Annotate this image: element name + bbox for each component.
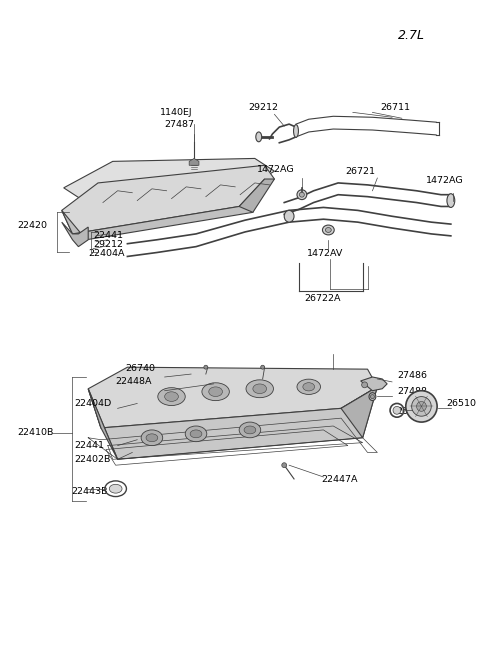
Ellipse shape [371,394,374,398]
Ellipse shape [165,392,179,402]
Text: 1472AG: 1472AG [426,176,464,185]
Polygon shape [88,367,377,428]
Ellipse shape [190,430,202,438]
Text: 27487: 27487 [165,120,195,128]
Polygon shape [239,179,275,212]
Ellipse shape [282,462,287,468]
Text: 27486: 27486 [397,371,427,379]
Ellipse shape [253,384,266,394]
Text: 29212: 29212 [248,103,278,112]
Polygon shape [62,165,275,234]
Ellipse shape [323,225,334,235]
Ellipse shape [447,194,455,208]
Ellipse shape [202,383,229,401]
Ellipse shape [158,388,185,405]
Text: 26721: 26721 [345,166,375,176]
Text: 26711: 26711 [380,103,410,112]
Text: 29212: 29212 [93,240,123,249]
Ellipse shape [417,402,426,411]
Polygon shape [62,179,264,240]
Ellipse shape [406,391,437,422]
Ellipse shape [303,383,314,391]
Text: 22443B: 22443B [72,487,108,496]
Ellipse shape [300,193,304,197]
Ellipse shape [325,227,331,233]
Text: 26740: 26740 [125,364,156,373]
Polygon shape [360,377,387,391]
Text: 22402B: 22402B [74,455,111,464]
Ellipse shape [209,387,223,396]
Ellipse shape [393,406,401,414]
Ellipse shape [412,396,431,416]
Ellipse shape [297,379,321,394]
Text: 22404A: 22404A [88,249,125,258]
Ellipse shape [256,132,262,141]
Text: 22410B: 22410B [18,428,54,438]
Polygon shape [88,387,377,459]
Ellipse shape [204,365,208,369]
Text: 22448A: 22448A [116,377,152,386]
Ellipse shape [239,422,261,438]
Text: 27488: 27488 [397,387,427,396]
Ellipse shape [369,393,376,400]
Text: 26510: 26510 [446,399,476,408]
Ellipse shape [261,365,264,369]
Polygon shape [64,159,275,200]
Ellipse shape [141,430,163,445]
Text: 26722A: 26722A [304,294,340,303]
Ellipse shape [244,426,256,434]
Ellipse shape [361,382,368,388]
Text: 22441: 22441 [74,441,105,450]
Text: 22441: 22441 [93,231,123,240]
Text: 2.7L: 2.7L [398,29,425,43]
Text: 22447A: 22447A [322,476,358,485]
Ellipse shape [109,484,122,493]
Text: 1472AV: 1472AV [307,249,343,258]
Text: 22404D: 22404D [74,399,112,408]
Text: 1140EJ: 1140EJ [160,108,192,117]
Ellipse shape [246,380,274,398]
Polygon shape [62,222,88,247]
Polygon shape [88,389,118,459]
Ellipse shape [284,210,294,222]
Text: 26349: 26349 [396,407,426,416]
Ellipse shape [185,426,207,441]
Polygon shape [341,387,377,438]
Ellipse shape [294,124,299,138]
Ellipse shape [146,434,158,441]
Text: 1472AG: 1472AG [257,164,294,174]
Ellipse shape [297,190,307,200]
Polygon shape [189,159,199,165]
Text: 22420: 22420 [18,221,48,230]
